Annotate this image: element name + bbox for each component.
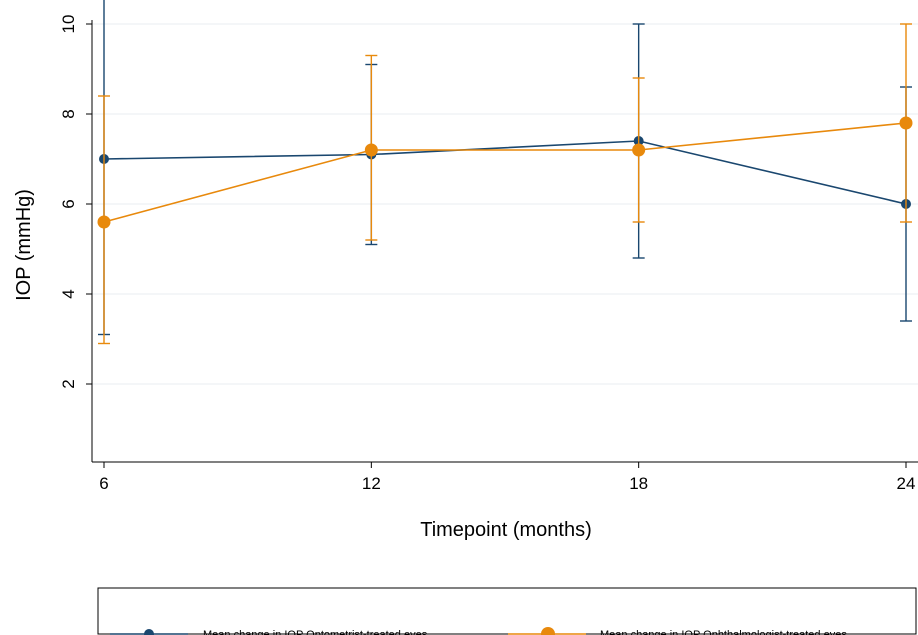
x-tick-label: 18 (629, 474, 648, 493)
series-layer (97, 0, 913, 345)
y-tick-label: 4 (59, 289, 78, 298)
grid (92, 23, 918, 385)
y-ticks: 24681012 (59, 15, 92, 389)
x-tick-label: 24 (897, 474, 916, 493)
legend-item-1: Mean change in IOP Optometrist-treated e… (110, 629, 428, 635)
y-tick-label: 2 (59, 379, 78, 388)
legend-marker (144, 629, 154, 635)
legend-item-2: Mean change in IOP Ophthalmologist-treat… (508, 627, 847, 635)
x-axis-title: Timepoint (months) (420, 519, 592, 541)
y-tick-label: 10 (59, 15, 78, 34)
legend-marker (541, 627, 555, 635)
series-2 (97, 23, 913, 345)
y-tick-label: 6 (59, 199, 78, 208)
legend: Mean change in IOP Optometrist-treated e… (97, 587, 917, 635)
series-2-line (103, 122, 907, 223)
data-point (632, 143, 646, 157)
data-point (364, 143, 378, 157)
y-tick-label: 8 (59, 109, 78, 118)
x-tick-label: 12 (362, 474, 381, 493)
legend-box (97, 587, 917, 635)
series-1-line (103, 140, 907, 205)
series-1 (98, 0, 912, 336)
legend-label: Mean change in IOP Optometrist-treated e… (203, 629, 428, 635)
data-point (899, 116, 913, 130)
y-axis-title: IOP (mmHg) (13, 189, 35, 301)
legend-label: Mean change in IOP Ophthalmologist-treat… (600, 629, 847, 635)
axes (91, 20, 918, 463)
x-ticks: 6 12 18 24 (99, 462, 915, 493)
x-tick-label: 6 (99, 474, 108, 493)
data-point (97, 215, 111, 229)
